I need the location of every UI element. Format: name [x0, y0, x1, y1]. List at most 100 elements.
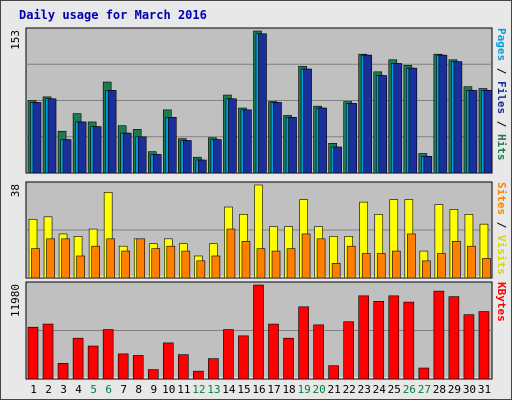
bar-pages-day-30 — [468, 90, 478, 174]
bar-sites-day-14 — [226, 228, 236, 279]
bar-kbytes-day-28 — [433, 290, 445, 380]
bar-sites-day-3 — [61, 238, 70, 279]
legend-part-hits-files-pages-4: Hits — [495, 134, 508, 161]
bar-kbytes-day-2 — [42, 323, 54, 380]
bar-sites-day-24 — [376, 253, 386, 279]
bar-kbytes-day-26 — [403, 301, 415, 380]
bar-sites-day-2 — [46, 238, 55, 279]
bar-sites-day-4 — [76, 255, 85, 279]
day-label-23: 23 — [358, 383, 371, 396]
bar-pages-day-20 — [318, 107, 327, 174]
bar-pages-day-1 — [32, 102, 42, 174]
bar-sites-day-8 — [136, 238, 146, 279]
day-label-2: 2 — [45, 383, 52, 396]
bar-kbytes-day-1 — [27, 326, 39, 380]
bar-pages-day-17 — [273, 102, 282, 174]
day-label-3: 3 — [60, 383, 67, 396]
bar-pages-day-12 — [198, 159, 207, 174]
bar-sites-day-15 — [241, 240, 251, 279]
max-label-visits-sites: 38 — [9, 184, 22, 197]
bar-pages-day-23 — [363, 54, 373, 174]
bar-kbytes-day-10 — [162, 342, 174, 380]
bar-kbytes-day-24 — [373, 301, 385, 380]
bar-sites-day-5 — [91, 245, 100, 279]
bar-sites-day-7 — [121, 250, 130, 279]
bar-kbytes-day-12 — [193, 370, 204, 380]
bar-pages-day-5 — [92, 126, 102, 174]
bar-kbytes-day-31 — [478, 311, 490, 380]
legend-part-visits-sites-1: / — [495, 215, 508, 235]
day-label-25: 25 — [388, 383, 401, 396]
bar-kbytes-day-20 — [313, 324, 324, 380]
bar-pages-day-31 — [483, 90, 493, 174]
series-legend-visits-sites: Sites / Visits — [495, 182, 508, 275]
bar-kbytes-day-11 — [178, 354, 189, 380]
bar-kbytes-day-6 — [102, 329, 114, 380]
day-label-15: 15 — [237, 383, 250, 396]
day-label-16: 16 — [252, 383, 265, 396]
bar-sites-day-18 — [286, 248, 296, 279]
bar-pages-day-19 — [303, 68, 312, 174]
bar-kbytes-day-27 — [418, 367, 430, 380]
bar-kbytes-day-19 — [298, 306, 309, 380]
legend-part-hits-files-pages-0: Pages — [495, 28, 508, 61]
bar-kbytes-day-23 — [358, 295, 370, 380]
bar-kbytes-day-13 — [208, 358, 219, 380]
bar-kbytes-day-22 — [343, 321, 354, 380]
max-label-hits-files-pages: 153 — [9, 30, 22, 50]
day-label-1: 1 — [30, 383, 37, 396]
bar-sites-day-21 — [331, 263, 341, 279]
bar-kbytes-day-29 — [448, 296, 460, 380]
bar-kbytes-day-14 — [223, 329, 234, 380]
day-label-31: 31 — [478, 383, 491, 396]
bar-sites-day-12 — [196, 260, 206, 279]
day-label-13: 13 — [207, 383, 220, 396]
bar-pages-day-26 — [408, 67, 418, 174]
bar-kbytes-day-5 — [87, 345, 99, 380]
chart-title: Daily usage for March 2016 — [19, 8, 207, 22]
bar-kbytes-day-15 — [238, 335, 249, 380]
day-label-24: 24 — [373, 383, 387, 396]
legend-part-hits-files-pages-2: Files — [495, 81, 508, 114]
bar-pages-day-16 — [258, 33, 267, 174]
bar-pages-day-27 — [423, 155, 433, 174]
bar-sites-day-16 — [256, 248, 266, 279]
day-label-27: 27 — [418, 383, 431, 396]
day-label-18: 18 — [282, 383, 295, 396]
bar-sites-day-1 — [31, 248, 40, 279]
day-label-4: 4 — [75, 383, 82, 396]
day-label-28: 28 — [433, 383, 446, 396]
bar-pages-day-7 — [122, 132, 132, 174]
bar-kbytes-day-7 — [117, 353, 129, 380]
bar-kbytes-day-3 — [57, 363, 69, 380]
bar-sites-day-28 — [437, 253, 446, 279]
bar-pages-day-4 — [77, 121, 87, 174]
bar-sites-day-26 — [407, 233, 416, 279]
day-label-6: 6 — [105, 383, 112, 396]
series-legend-hits-files-pages: Pages / Files / Hits — [495, 28, 508, 161]
bar-kbytes-day-4 — [72, 337, 84, 380]
bar-kbytes-day-25 — [388, 295, 400, 380]
day-label-10: 10 — [162, 383, 175, 396]
bar-sites-day-25 — [391, 250, 401, 279]
legend-part-visits-sites-0: Sites — [495, 182, 508, 215]
bar-pages-day-14 — [228, 98, 237, 174]
bar-sites-day-29 — [452, 240, 461, 279]
day-label-22: 22 — [343, 383, 356, 396]
day-label-9: 9 — [150, 383, 157, 396]
day-label-5: 5 — [90, 383, 97, 396]
legend-part-visits-sites-2: Visits — [495, 235, 508, 275]
bar-sites-day-23 — [361, 253, 371, 279]
bar-sites-day-19 — [301, 233, 311, 279]
bar-sites-day-17 — [271, 250, 281, 279]
bar-pages-day-9 — [152, 154, 162, 174]
day-label-26: 26 — [403, 383, 416, 396]
bar-pages-day-6 — [107, 90, 117, 174]
day-label-8: 8 — [135, 383, 142, 396]
day-label-11: 11 — [177, 383, 190, 396]
bar-pages-day-13 — [213, 139, 222, 174]
bar-sites-day-22 — [346, 245, 356, 279]
bar-sites-day-31 — [482, 258, 491, 279]
bar-pages-day-3 — [62, 139, 72, 174]
